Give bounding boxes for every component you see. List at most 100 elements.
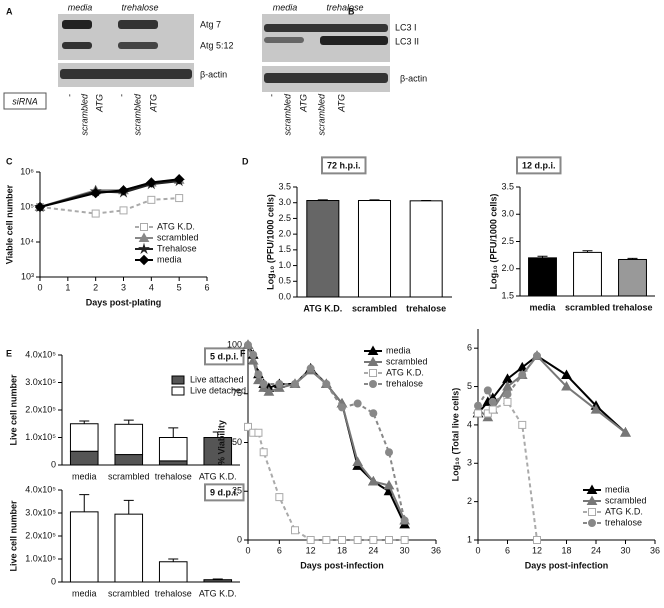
marker <box>590 404 602 414</box>
marker <box>503 390 512 399</box>
legend-label: ATG K.D. <box>605 506 643 516</box>
y-tick-label: 0.5 <box>278 276 291 286</box>
error-bar <box>168 427 179 438</box>
x-tick-label: trehalose <box>612 302 652 312</box>
panel-label: D <box>242 156 249 166</box>
legend-label: scrambled <box>157 232 199 242</box>
panel-label: E <box>6 348 12 358</box>
annotation: 12 d.p.i. <box>522 160 556 170</box>
error-bar <box>79 420 90 424</box>
x-tick-label: scrambled <box>352 303 397 313</box>
marker <box>588 519 596 527</box>
x-tick-label: 4 <box>149 282 154 292</box>
legend-swatch <box>171 386 185 396</box>
error-bar <box>123 499 134 515</box>
bar <box>306 200 340 298</box>
y-axis-label: Live cell number <box>8 500 18 572</box>
bar <box>203 579 233 583</box>
y-tick-label: 10³ <box>21 271 34 281</box>
x-tick-label: 1 <box>65 282 70 292</box>
group-label: trehalose <box>121 2 158 12</box>
marker <box>620 427 631 437</box>
bar <box>528 257 557 297</box>
line <box>477 354 627 434</box>
lane-header: siRNA <box>12 96 38 106</box>
marker <box>244 422 252 431</box>
line <box>477 354 627 434</box>
panel-label: B <box>348 6 355 16</box>
marker <box>306 364 315 373</box>
x-tick-label: 36 <box>650 545 660 555</box>
marker <box>306 536 315 544</box>
x-tick-label: 18 <box>337 545 347 555</box>
bar <box>114 513 144 583</box>
x-tick-label: 0 <box>37 282 42 292</box>
y-axis-label: Live cell number <box>8 374 18 446</box>
marker <box>586 484 598 494</box>
marker <box>146 177 157 188</box>
y-tick-label: 5 <box>467 381 472 391</box>
error-bar <box>123 419 134 425</box>
marker <box>338 536 346 544</box>
y-tick-label: 10⁵ <box>20 201 34 211</box>
annotation-box <box>204 483 245 502</box>
marker <box>561 369 572 380</box>
blot-a <box>58 14 194 87</box>
marker <box>147 195 156 204</box>
bar <box>618 258 647 297</box>
marker <box>383 479 395 490</box>
x-tick-label: ATG K.D. <box>303 303 342 313</box>
x-tick-label: scrambled <box>108 471 150 481</box>
marker <box>483 386 492 395</box>
y-tick-label: 4.0x10⁵ <box>25 349 56 359</box>
lane-label: ATG <box>94 94 104 113</box>
marker <box>518 371 527 380</box>
bar-segment <box>114 454 144 466</box>
group-label: media <box>273 2 298 12</box>
band-label: β-actin <box>200 69 227 79</box>
marker <box>275 380 284 388</box>
legend-label: media <box>386 345 411 355</box>
marker <box>353 399 362 408</box>
legend-label: ATG K.D. <box>386 367 424 377</box>
marker <box>367 475 379 486</box>
line <box>39 180 180 208</box>
legend-label: Live attached <box>190 374 244 384</box>
marker <box>367 345 379 355</box>
annotation: 9 d.p.i. <box>210 487 239 497</box>
marker <box>291 380 299 388</box>
header-box <box>3 92 47 110</box>
y-tick-label: 75 <box>232 388 242 398</box>
bar <box>409 200 443 298</box>
marker <box>259 448 268 457</box>
marker <box>400 516 409 525</box>
marker <box>502 381 513 391</box>
annotation: 5 d.p.i. <box>210 351 239 361</box>
bar <box>158 561 188 583</box>
x-tick-label: media <box>72 471 97 481</box>
band <box>118 20 158 29</box>
bar <box>573 251 602 297</box>
legend-label: scrambled <box>605 495 647 505</box>
y-tick-label: 1.5 <box>278 244 291 254</box>
y-tick-label: 3.0x10⁵ <box>25 507 56 517</box>
marker <box>369 369 377 377</box>
y-tick-label: 1 <box>467 534 472 544</box>
legend-label: trehalose <box>386 378 423 388</box>
panel-label: C <box>6 156 13 166</box>
band-label: Atg 7 <box>200 19 221 29</box>
marker <box>488 405 497 414</box>
band <box>62 42 92 49</box>
marker <box>474 409 482 418</box>
x-tick-label: 5 <box>177 282 182 292</box>
lane-label: scrambled <box>282 93 292 136</box>
y-tick-label: 6 <box>467 343 472 353</box>
y-tick-label: 50 <box>232 437 242 447</box>
y-tick-label: 2.0x10⁵ <box>25 530 56 540</box>
x-tick-label: 0 <box>245 545 250 555</box>
x-tick-label: ATG K.D. <box>199 471 237 481</box>
marker <box>533 351 541 360</box>
y-tick-label: 3.0x10⁵ <box>25 377 56 387</box>
line <box>247 344 406 521</box>
x-tick-label: 0 <box>475 545 480 555</box>
